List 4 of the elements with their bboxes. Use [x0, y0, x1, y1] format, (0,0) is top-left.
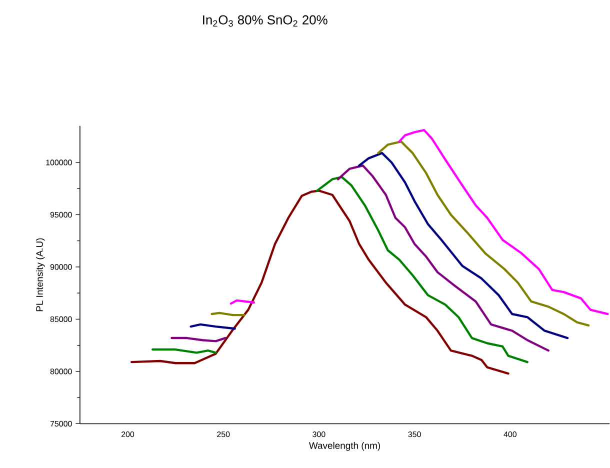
y-axis-title: PL Intensity (A.U) — [36, 238, 45, 312]
x-axis-title: Wavelength (nm) — [308, 442, 380, 451]
line-series — [130, 190, 510, 375]
chart-title: In$_{2}$O$_{3}$ 80% SnO$_{2}$ 20% — [203, 15, 328, 27]
